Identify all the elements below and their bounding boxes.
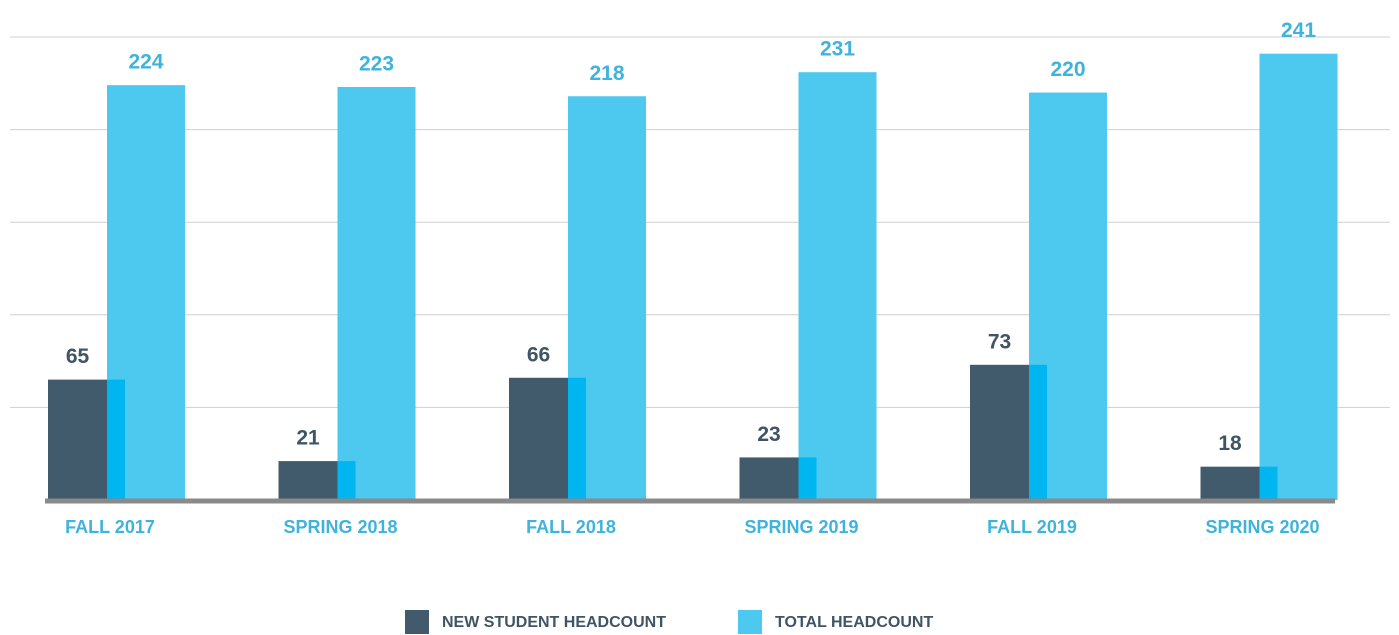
bar [739,457,799,500]
value-label: 65 [66,345,90,368]
bar [48,379,107,500]
legend-label: NEW STUDENT HEADCOUNT [442,614,666,631]
x-tick-label: FALL 2018 [526,517,616,537]
bar-accent [337,461,356,500]
bar [970,364,1029,500]
bar [278,461,338,500]
value-label: 224 [128,51,163,74]
value-label: 218 [589,62,624,85]
legend-swatch [405,610,429,634]
bar-accent [1259,466,1278,500]
bar [798,72,877,501]
bar-accent [568,377,586,500]
x-tick-label: SPRING 2019 [744,517,858,537]
x-tick-label: FALL 2017 [65,517,155,537]
x-tick-label: FALL 2019 [987,517,1077,537]
value-label: 231 [820,38,855,61]
bar [1200,466,1260,500]
x-tick-label: SPRING 2020 [1205,517,1319,537]
bar-accent [798,457,817,500]
value-label: 220 [1050,58,1085,81]
value-label: 241 [1281,19,1316,42]
legend-label: TOTAL HEADCOUNT [775,614,933,631]
bar-accent [107,379,125,500]
x-tick-label: SPRING 2018 [283,517,397,537]
legend-swatch [738,610,762,634]
bar-accent [1029,364,1047,500]
bar [509,377,568,500]
value-label: 18 [1218,432,1242,455]
value-label: 21 [296,427,320,450]
bar [337,87,416,500]
value-label: 73 [988,330,1011,353]
value-label: 66 [527,343,550,366]
value-label: 223 [359,53,394,76]
value-label: 23 [757,423,780,446]
bar [1259,53,1338,500]
